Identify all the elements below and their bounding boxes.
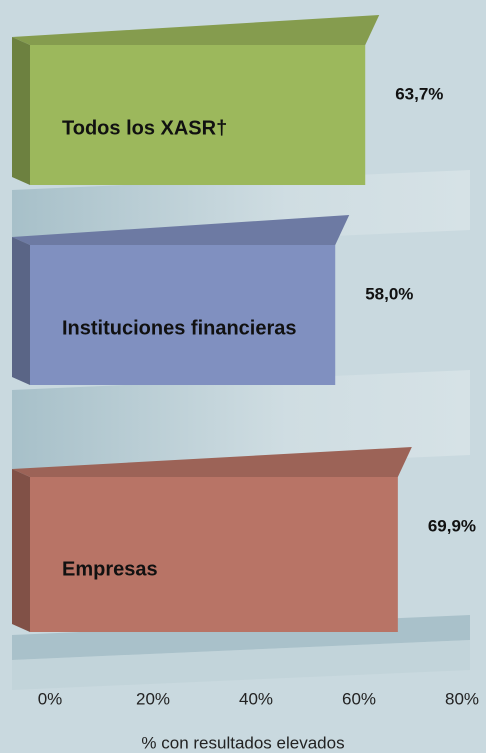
x-axis-label: % con resultados elevados	[141, 733, 344, 752]
bar-face	[12, 237, 30, 385]
bar	[12, 215, 350, 385]
bar-face	[30, 45, 366, 185]
bar-face	[12, 447, 412, 477]
bar-face	[30, 477, 398, 632]
category-label: Todos los XASR†	[62, 117, 227, 139]
bar	[12, 447, 412, 632]
x-tick-label: 0%	[38, 689, 63, 708]
bar-face	[12, 215, 350, 245]
category-label: Instituciones financieras	[62, 317, 297, 339]
category-label: Empresas	[62, 558, 158, 580]
x-tick-label: 20%	[136, 689, 170, 708]
bar-face	[12, 37, 30, 185]
x-tick-label: 40%	[239, 689, 273, 708]
x-tick-label: 60%	[342, 689, 376, 708]
value-label: 63,7%	[395, 84, 443, 103]
x-tick-label: 80%	[445, 689, 479, 708]
bar-face	[12, 15, 380, 45]
value-label: 69,9%	[428, 516, 476, 535]
bar-face	[12, 469, 30, 632]
bar-face	[30, 245, 336, 385]
floor	[12, 640, 470, 690]
floor	[12, 370, 470, 475]
value-label: 58,0%	[365, 284, 413, 303]
bar	[12, 15, 380, 185]
